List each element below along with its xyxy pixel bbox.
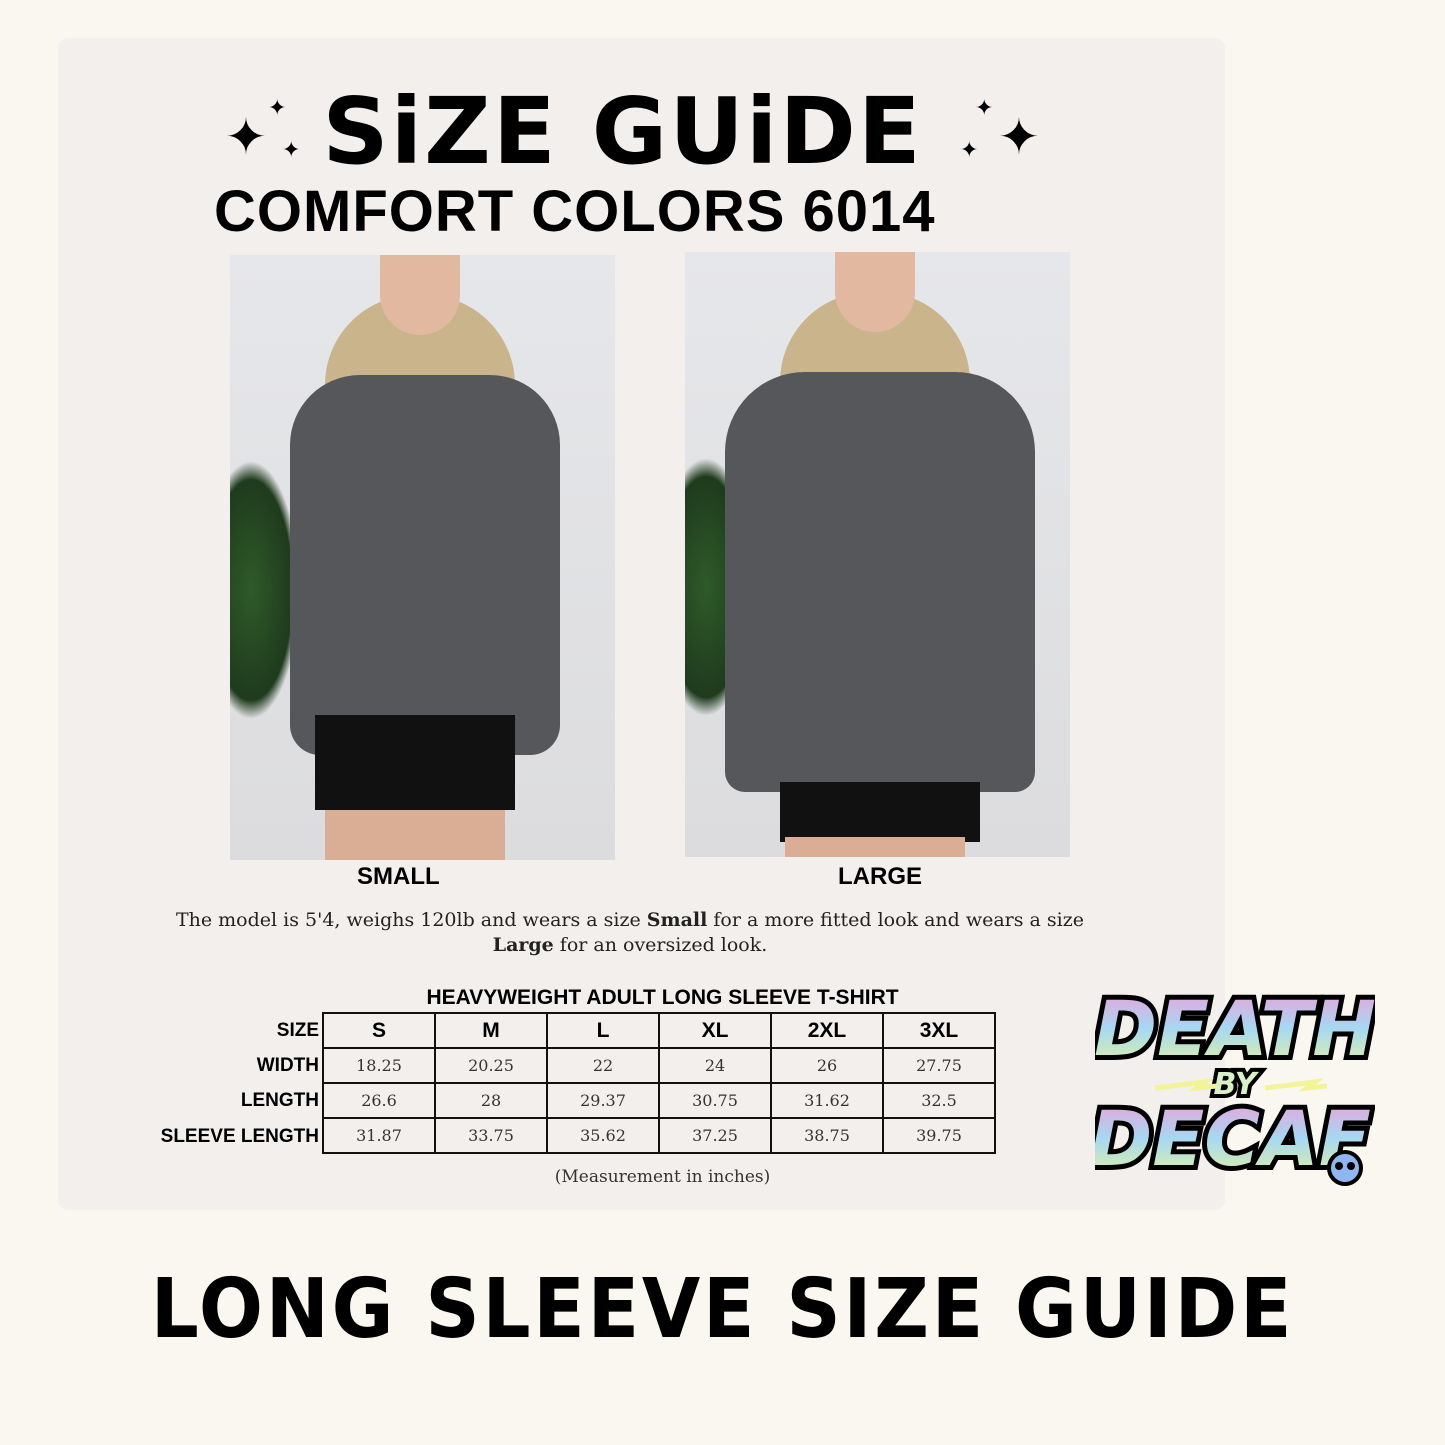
skull-icon (1327, 1150, 1363, 1186)
table-cell: 26.6 (322, 1082, 436, 1119)
size-guide-title: SiZE GUiDE (322, 78, 923, 185)
table-cell: 26 (770, 1047, 884, 1084)
lightning-icon (1154, 1078, 1218, 1092)
measurement-note: (Measurement in inches) (554, 1167, 771, 1187)
logo-text-death: DEATH (1095, 984, 1375, 1073)
table-cell: 22 (546, 1047, 660, 1084)
product-subtitle: COMFORT COLORS 6014 (214, 179, 936, 244)
model-photo-large (685, 252, 1070, 857)
table-cell: S (322, 1012, 436, 1049)
lightning-icon (1264, 1078, 1328, 1092)
table-cell: 27.75 (882, 1047, 996, 1084)
sparkle-icon: ✦ (282, 138, 301, 163)
sparkle-icon: ✦ (225, 108, 267, 166)
sparkle-icon: ✦ (998, 108, 1040, 166)
table-cell: 35.62 (546, 1117, 660, 1154)
size-table-title: HEAVYWEIGHT ADULT LONG SLEEVE T-SHIRT (426, 986, 899, 1009)
table-cell: XL (658, 1012, 772, 1049)
row-label-width: WIDTH (256, 1055, 319, 1076)
table-cell: 31.62 (770, 1082, 884, 1119)
table-cell: 31.87 (322, 1117, 436, 1154)
table-cell: 3XL (882, 1012, 996, 1049)
table-row-sizes: S M L XL 2XL 3XL (322, 1012, 996, 1049)
photo-label-large: LARGE (838, 863, 922, 890)
table-cell: 33.75 (434, 1117, 548, 1154)
table-row-width: 18.25 20.25 22 24 26 27.75 (322, 1047, 996, 1084)
table-cell: M (434, 1012, 548, 1049)
model-photo-small (230, 255, 615, 860)
size-table: S M L XL 2XL 3XL 18.25 20.25 22 24 26 27.75 26.6 28… (322, 1012, 996, 1154)
table-cell: 24 (658, 1047, 772, 1084)
row-label-length: LENGTH (240, 1090, 319, 1111)
table-cell: 2XL (770, 1012, 884, 1049)
death-by-decaf-logo: DEATH BY DECAF (1095, 979, 1375, 1188)
sparkle-icon: ✦ (268, 96, 287, 121)
table-row-length: 26.6 28 29.37 30.75 31.62 32.5 (322, 1082, 996, 1119)
row-label-sleeve-length: SLEEVE LENGTH (160, 1126, 319, 1147)
table-row-sleeve-length: 31.87 33.75 35.62 37.25 38.75 39.75 (322, 1117, 996, 1154)
photo-label-small: SMALL (357, 863, 440, 890)
model-description: The model is 5'4, weighs 120lb and wears… (175, 909, 1085, 956)
logo-text-by: BY (1214, 1067, 1260, 1102)
table-cell: 29.37 (546, 1082, 660, 1119)
table-cell: 18.25 (322, 1047, 436, 1084)
table-cell: 38.75 (770, 1117, 884, 1154)
table-cell: 37.25 (658, 1117, 772, 1154)
table-cell: 20.25 (434, 1047, 548, 1084)
table-cell: 32.5 (882, 1082, 996, 1119)
table-cell: 30.75 (658, 1082, 772, 1119)
row-label-size: SIZE (276, 1020, 319, 1041)
sparkle-icon: ✦ (975, 96, 994, 121)
table-cell: L (546, 1012, 660, 1049)
sparkle-icon: ✦ (960, 138, 979, 163)
table-cell: 28 (434, 1082, 548, 1119)
footer-title: LONG SLEEVE SIZE GUIDE (150, 1262, 1295, 1357)
table-cell: 39.75 (882, 1117, 996, 1154)
